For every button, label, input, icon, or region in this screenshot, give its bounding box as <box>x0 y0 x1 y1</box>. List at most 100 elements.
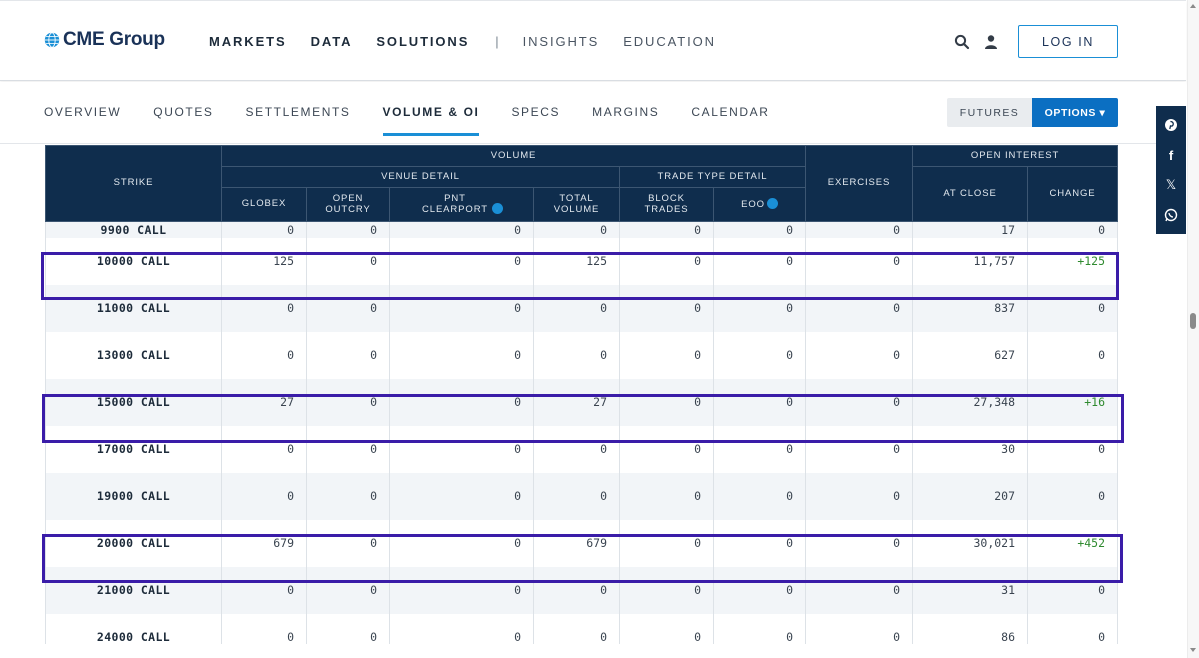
cell-exercises: 0 <box>805 221 914 238</box>
cell-block-trades: 0 <box>619 519 714 567</box>
scroll-down-arrow-icon[interactable] <box>1190 648 1196 652</box>
cell-block-trades: 0 <box>619 472 714 520</box>
header-total-volume-label: TOTAL VOLUME <box>553 192 600 215</box>
tab-calendar[interactable]: CALENDAR <box>691 105 770 119</box>
facebook-icon[interactable]: f <box>1168 147 1174 163</box>
cell-block-trades: 0 <box>619 378 714 426</box>
table-row: 10000 CALL 125 0 0 125 0 0 0 11,757 +125 <box>45 237 1119 285</box>
cell-eoo: 0 <box>712 221 807 238</box>
cell-total-volume: 0 <box>533 566 620 614</box>
table-row: 15000 CALL 27 0 0 27 0 0 0 27,348 +16 <box>45 378 1119 426</box>
cell-total-volume: 0 <box>533 221 620 238</box>
tab-margins[interactable]: MARGINS <box>592 105 660 119</box>
tab-overview[interactable]: OVERVIEW <box>44 105 122 119</box>
info-icon[interactable] <box>492 202 503 214</box>
whatsapp-icon[interactable] <box>1164 208 1178 222</box>
table-row: 13000 CALL 0 0 0 0 0 0 0 627 0 <box>45 331 1119 379</box>
header-pnt-clearport: PNT CLEARPORT <box>389 187 534 222</box>
cell-open-outcry: 0 <box>306 519 390 567</box>
info-icon[interactable] <box>766 198 778 210</box>
cell-change: 0 <box>1027 566 1119 614</box>
cell-exercises: 0 <box>805 331 914 379</box>
cell-block-trades: 0 <box>619 425 714 473</box>
cell-at-close: 31 <box>912 566 1029 614</box>
tab-volume-oi[interactable]: VOLUME & OI <box>382 105 480 136</box>
table-row: 20000 CALL 679 0 0 679 0 0 0 30,021 +452 <box>45 519 1119 567</box>
futures-button[interactable]: FUTURES <box>947 98 1032 127</box>
nav-markets[interactable]: MARKETS <box>209 34 287 49</box>
header-globex: GLOBEX <box>221 187 307 222</box>
cell-strike: 24000 CALL <box>45 613 222 644</box>
cell-block-trades: 0 <box>619 237 714 285</box>
cell-total-volume: 0 <box>533 425 620 473</box>
header-icons <box>954 34 998 50</box>
login-button[interactable]: LOG IN <box>1018 25 1118 58</box>
cell-eoo: 0 <box>712 472 807 520</box>
table-row: 19000 CALL 0 0 0 0 0 0 0 207 0 <box>45 472 1119 520</box>
tab-settlements[interactable]: SETTLEMENTS <box>245 105 351 119</box>
cell-pnt-clearport: 0 <box>389 519 534 567</box>
cell-block-trades: 0 <box>619 613 714 644</box>
scroll-up-arrow-icon[interactable] <box>1190 4 1196 8</box>
nav-insights[interactable]: INSIGHTS <box>522 34 600 49</box>
cell-at-close: 837 <box>912 284 1029 332</box>
header-open-outcry: OPEN OUTCRY <box>306 187 390 222</box>
cell-change: 0 <box>1027 284 1119 332</box>
header-change: CHANGE <box>1027 166 1119 222</box>
nav-education[interactable]: EDUCATION <box>623 34 716 49</box>
header-pnt-clearport-label: PNT CLEARPORT <box>422 192 488 215</box>
logo-text: CME Group <box>63 29 165 50</box>
header-strike: STRIKE <box>45 145 222 222</box>
cell-open-outcry: 0 <box>306 221 390 238</box>
cell-change: 0 <box>1027 472 1119 520</box>
cell-eoo: 0 <box>712 519 807 567</box>
cell-pnt-clearport: 0 <box>389 284 534 332</box>
cell-eoo: 0 <box>712 378 807 426</box>
header-open-interest: OPEN INTEREST <box>912 145 1119 167</box>
scrollbar-thumb[interactable] <box>1190 313 1196 329</box>
search-icon[interactable] <box>954 34 970 50</box>
cell-exercises: 0 <box>805 425 914 473</box>
site-header: CME Group MARKETS DATA SOLUTIONS | INSIG… <box>0 0 1186 81</box>
cell-strike: 10000 CALL <box>45 237 222 285</box>
header-exercises: EXERCISES <box>805 145 914 222</box>
cell-pnt-clearport: 0 <box>389 331 534 379</box>
cell-open-outcry: 0 <box>306 331 390 379</box>
user-icon[interactable] <box>984 34 998 50</box>
cell-change: +452 <box>1027 519 1119 567</box>
cell-eoo: 0 <box>712 331 807 379</box>
x-icon[interactable]: 𝕏 <box>1165 177 1177 193</box>
table-body: 9900 CALL 0 0 0 0 0 0 0 17 0 10000 CALL 125 0 0 125 0 0 0… <box>45 221 1119 644</box>
nav-data[interactable]: DATA <box>310 34 353 49</box>
cell-pnt-clearport: 0 <box>389 237 534 285</box>
cell-at-close: 627 <box>912 331 1029 379</box>
table-row: 9900 CALL 0 0 0 0 0 0 0 17 0 <box>45 221 1119 238</box>
header-volume: VOLUME <box>220 145 807 167</box>
product-tabs: OVERVIEW QUOTES SETTLEMENTS VOLUME & OI … <box>44 105 802 136</box>
cell-eoo: 0 <box>712 566 807 614</box>
logo[interactable]: CME Group <box>44 29 165 51</box>
futures-options-toggle: FUTURES OPTIONS ▾ <box>947 98 1118 127</box>
cell-pnt-clearport: 0 <box>389 613 534 644</box>
tab-specs[interactable]: SPECS <box>511 105 561 119</box>
cell-globex: 0 <box>221 613 307 644</box>
cell-globex: 125 <box>221 237 307 285</box>
main-nav: MARKETS DATA SOLUTIONS | INSIGHTS EDUCAT… <box>209 34 740 49</box>
tab-quotes[interactable]: QUOTES <box>153 105 214 119</box>
nav-separator: | <box>495 34 501 49</box>
pinterest-icon[interactable] <box>1164 118 1178 132</box>
cell-globex: 0 <box>221 566 307 614</box>
scrollbar[interactable] <box>1187 0 1199 658</box>
nav-solutions[interactable]: SOLUTIONS <box>376 34 470 49</box>
table-row: 21000 CALL 0 0 0 0 0 0 0 31 0 <box>45 566 1119 614</box>
header-eoo-label: EOO <box>741 199 765 211</box>
cell-open-outcry: 0 <box>306 472 390 520</box>
options-dropdown-button[interactable]: OPTIONS ▾ <box>1032 98 1118 127</box>
table-header: STRIKE VOLUME EXERCISES OPEN INTEREST VE… <box>45 145 1119 222</box>
cell-exercises: 0 <box>805 378 914 426</box>
cell-globex: 0 <box>221 472 307 520</box>
cell-open-outcry: 0 <box>306 613 390 644</box>
table-row: 17000 CALL 0 0 0 0 0 0 0 30 0 <box>45 425 1119 473</box>
cell-open-outcry: 0 <box>306 237 390 285</box>
